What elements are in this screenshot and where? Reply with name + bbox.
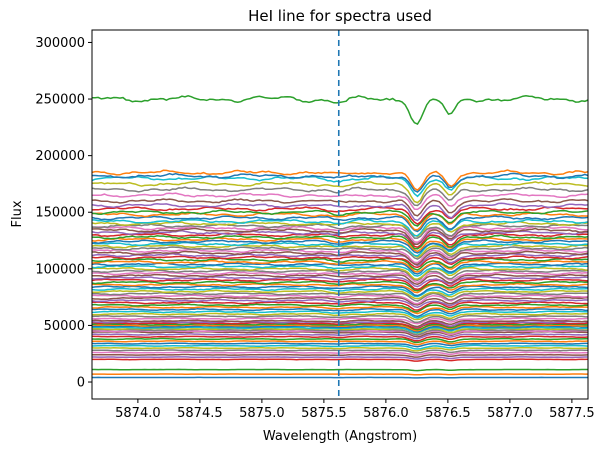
y-axis-title: Flux: [10, 200, 25, 227]
spectrum-line: [92, 232, 588, 249]
spectrum-line: [92, 294, 588, 305]
spectrum-line: [92, 346, 588, 352]
spectrum-line: [92, 266, 588, 280]
y-tick-label: 200000: [35, 149, 85, 164]
spectrum-line: [92, 326, 588, 334]
spectrum-line: [92, 198, 588, 217]
spectrum-line: [92, 169, 588, 192]
spectrum-line: [92, 206, 588, 226]
spectrum-line: [92, 356, 588, 360]
spectrum-line: [92, 218, 588, 237]
y-tick-label: 50000: [44, 319, 85, 334]
x-tick-label: 5877.0: [487, 406, 533, 421]
x-tick-label: 5876.0: [363, 406, 409, 421]
spectrum-line: [92, 246, 588, 260]
spectrum-line: [92, 248, 588, 264]
y-tick-label: 0: [77, 376, 85, 391]
spectrum-line: [92, 259, 588, 273]
spectrum-line: [92, 229, 588, 245]
spectrum-line: [92, 305, 588, 315]
spectrum-line: [92, 373, 588, 376]
spectrum-line: [92, 330, 588, 338]
spectrum-line: [92, 237, 588, 253]
spectrum-line: [92, 317, 588, 325]
spectrum-line: [92, 257, 588, 271]
spectrum-line: [92, 376, 588, 379]
spectrum-line: [92, 368, 588, 372]
spectrum-line: [92, 285, 588, 297]
spectrum-line: [92, 321, 588, 329]
spectrum-line: [92, 314, 588, 324]
spectrum-line: [92, 192, 588, 211]
spectrum-line: [92, 280, 588, 292]
spectrum-line: [92, 342, 588, 348]
spectrum-line: [92, 269, 588, 282]
spectrum-line: [92, 340, 588, 346]
series-layer: [92, 94, 588, 379]
spectrum-line: [92, 239, 588, 254]
spectrum-line: [92, 335, 588, 342]
y-tick-label: 150000: [35, 206, 85, 221]
spectrum-line: [92, 353, 588, 358]
spectrum-line: [92, 215, 588, 233]
spectrum-line: [92, 328, 588, 336]
spectrum-line: [92, 234, 588, 250]
y-axis: 0 50000 100000 150000 200000 250000 300000: [35, 36, 92, 391]
spectrum-line: [92, 227, 588, 246]
plot-frame: [91, 29, 589, 400]
spectrum-line: [92, 287, 588, 298]
x-axis-title: Wavelength (Angstrom): [263, 429, 417, 444]
spectrum-line: [92, 303, 588, 313]
x-tick-label: 5874.5: [177, 406, 223, 421]
spectrum-line: [92, 310, 588, 319]
y-tick-label: 300000: [35, 36, 85, 51]
spectrum-line: [92, 282, 588, 294]
x-tick-label: 5877.5: [549, 406, 595, 421]
spectrum-line: [92, 273, 588, 286]
spectrum-line: [92, 296, 588, 306]
spectrum-line: [92, 312, 588, 321]
spectrum-line: [92, 94, 588, 126]
spectrum-line: [92, 250, 588, 266]
spectrum-line: [92, 175, 588, 198]
spectrum-line: [92, 180, 588, 204]
spectrum-line: [92, 209, 588, 227]
spectrum-line: [92, 278, 588, 291]
spectrum-line: [92, 252, 588, 267]
spectrum-line: [92, 349, 588, 354]
spectrum-line: [92, 319, 588, 328]
spectrum-line: [92, 276, 588, 288]
x-tick-label: 5876.5: [425, 406, 471, 421]
spectrum-line: [92, 298, 588, 309]
spectrum-line: [92, 255, 588, 269]
x-tick-label: 5874.0: [115, 406, 161, 421]
spectrum-line: [92, 358, 588, 362]
y-tick-label: 100000: [35, 262, 85, 277]
spectrum-line: [92, 241, 588, 257]
x-tick-label: 5875.0: [239, 406, 285, 421]
spectrum-line: [92, 223, 588, 239]
x-axis: 5874.0 5874.5 5875.0 5875.5 5876.0 5876.5 5877…: [115, 399, 595, 421]
spectrum-line: [92, 322, 588, 331]
spectrum-line: [92, 333, 588, 340]
spectrum-line: [92, 337, 588, 344]
spectrum-line: [92, 172, 588, 193]
spectrum-line: [92, 264, 588, 277]
spectrum-line: [92, 323, 588, 332]
spectrum-line: [92, 301, 588, 311]
spectrum-line: [92, 186, 588, 207]
x-tick-label: 5875.5: [301, 406, 347, 421]
spectrum-line: [92, 307, 588, 318]
chart-title: HeI line for spectra used: [248, 7, 432, 25]
spectrum-line: [92, 225, 588, 244]
y-tick-label: 250000: [35, 93, 85, 108]
spectrum-line: [92, 344, 588, 350]
spectrum-line: [92, 202, 588, 222]
spectrum-line: [92, 325, 588, 333]
spectrum-line: [92, 291, 588, 302]
spectrum-line: [92, 351, 588, 356]
spectrum-line: [92, 289, 588, 300]
spectrum-line: [92, 211, 588, 231]
